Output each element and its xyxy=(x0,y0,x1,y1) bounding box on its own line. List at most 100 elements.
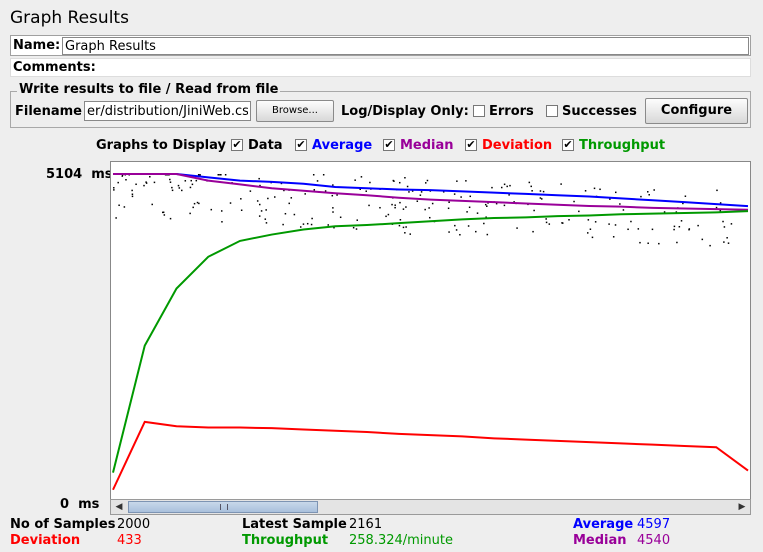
data-point xyxy=(619,203,621,205)
data-point xyxy=(352,226,355,229)
data-point xyxy=(113,187,115,189)
data-point xyxy=(210,208,213,211)
data-point xyxy=(394,204,396,206)
data-point xyxy=(723,226,726,228)
data-point xyxy=(398,224,401,227)
data-point xyxy=(310,223,313,226)
data-point xyxy=(532,230,534,233)
data-point xyxy=(542,190,545,193)
graph-scrollbar[interactable]: ◀ ▶ xyxy=(110,499,751,515)
configure-button[interactable]: Configure xyxy=(645,98,748,124)
scroll-left-arrow-icon[interactable]: ◀ xyxy=(115,502,123,512)
median-value: 4540 xyxy=(637,533,671,548)
graph-option-average-label: Average xyxy=(312,138,373,153)
data-point xyxy=(448,231,450,233)
data-point xyxy=(416,200,419,202)
data-point xyxy=(420,191,423,193)
data-point xyxy=(648,193,650,196)
data-point xyxy=(561,222,563,224)
data-point xyxy=(411,190,414,192)
grip-icon xyxy=(220,504,228,510)
graph-option-throughput-checkbox[interactable]: ✔ xyxy=(562,138,574,151)
series-line-average xyxy=(113,173,749,208)
data-point xyxy=(394,206,396,209)
panel-title: Graph Results xyxy=(10,8,129,28)
graph-option-deviation-checkbox[interactable]: ✔ xyxy=(465,138,477,151)
graph-option-throughput-label: Throughput xyxy=(579,138,666,153)
data-point xyxy=(719,209,722,212)
data-point xyxy=(675,211,678,213)
data-point xyxy=(528,181,531,184)
data-point xyxy=(169,178,171,181)
data-point xyxy=(560,183,562,185)
latest-sample-value: 2161 xyxy=(349,517,383,532)
data-point xyxy=(265,222,268,224)
data-point xyxy=(404,177,406,179)
data-point xyxy=(229,202,232,204)
data-point xyxy=(196,201,199,204)
data-point xyxy=(123,206,126,208)
data-point xyxy=(153,181,156,184)
throughput-label: Throughput xyxy=(242,533,329,548)
data-point xyxy=(608,223,610,225)
data-point xyxy=(302,223,305,225)
comments-input[interactable] xyxy=(92,60,749,78)
graph-option-data-checkbox[interactable]: ✔ xyxy=(231,138,243,151)
data-point xyxy=(360,176,363,178)
data-point xyxy=(476,212,479,214)
data-point xyxy=(639,241,641,244)
average-value: 4597 xyxy=(637,517,671,532)
data-point xyxy=(199,174,201,176)
data-point xyxy=(336,194,338,196)
throughput-value: 258.324/minute xyxy=(349,533,453,548)
data-point xyxy=(455,229,458,231)
data-point xyxy=(456,180,458,182)
samples-value: 2000 xyxy=(117,517,151,532)
data-point xyxy=(506,185,508,188)
data-point xyxy=(719,202,722,204)
scroll-right-arrow-icon[interactable]: ▶ xyxy=(738,502,746,512)
write-results-legend: Write results to file / Read from file xyxy=(17,82,281,97)
data-point xyxy=(393,180,395,182)
data-point xyxy=(192,206,194,209)
data-point xyxy=(578,210,580,213)
data-point xyxy=(312,174,315,176)
data-point xyxy=(673,228,675,231)
filename-input[interactable] xyxy=(84,101,251,121)
data-point xyxy=(561,222,564,224)
data-point xyxy=(121,175,124,177)
data-point xyxy=(258,215,261,217)
data-point xyxy=(442,191,445,193)
data-point xyxy=(365,190,367,192)
data-point xyxy=(311,217,313,220)
data-point xyxy=(282,223,284,226)
scroll-thumb[interactable] xyxy=(128,501,318,513)
data-point xyxy=(548,223,551,225)
data-point xyxy=(324,190,327,192)
data-point xyxy=(322,174,325,176)
data-point xyxy=(387,213,390,216)
errors-checkbox[interactable] xyxy=(473,105,485,117)
data-point xyxy=(467,225,470,227)
graph-option-average-checkbox[interactable]: ✔ xyxy=(295,138,307,151)
data-point xyxy=(726,237,728,239)
data-point xyxy=(539,190,542,192)
data-point xyxy=(219,174,221,176)
graph-option-median-checkbox[interactable]: ✔ xyxy=(383,138,395,151)
name-input[interactable] xyxy=(62,37,749,55)
data-point xyxy=(131,189,133,192)
data-point xyxy=(145,182,148,184)
data-point xyxy=(424,182,427,184)
data-point xyxy=(727,242,730,244)
data-point xyxy=(586,232,589,234)
data-point xyxy=(612,236,615,238)
data-point xyxy=(189,186,192,189)
data-point xyxy=(379,206,381,209)
successes-checkbox[interactable] xyxy=(546,105,558,117)
data-point xyxy=(299,226,302,228)
data-point xyxy=(359,188,361,191)
data-point xyxy=(284,212,287,215)
series-line-median xyxy=(113,173,749,211)
browse-button[interactable]: Browse... xyxy=(256,100,334,122)
data-point xyxy=(220,174,222,176)
